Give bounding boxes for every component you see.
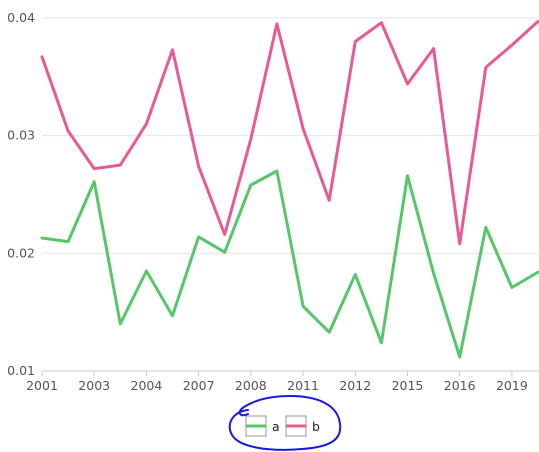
x-tick-label: 2015: [392, 378, 424, 393]
x-tick-label: 2019: [496, 378, 528, 393]
y-tick-label: 0.03: [7, 128, 35, 143]
x-tick-label: 2012: [339, 378, 371, 393]
axes: 0.01 0.02 0.03 0.04 2001 2003 2004 2007 2008 2011…: [7, 10, 538, 393]
x-tick-label: 2004: [131, 378, 163, 393]
x-tick-label: 2001: [26, 378, 58, 393]
y-tick-label: 0.02: [7, 245, 35, 260]
y-tick-label: 0.01: [7, 363, 35, 378]
x-tick-label: 2003: [78, 378, 110, 393]
x-tick-label: 2011: [287, 378, 319, 393]
x-tick-label: 2007: [183, 378, 215, 393]
y-tick-label: 0.04: [7, 10, 35, 25]
x-tick-label: 2008: [235, 378, 267, 393]
series-lines: [40, 20, 539, 359]
legend-label-a: a: [272, 419, 280, 434]
x-tick-label: 2016: [444, 378, 476, 393]
legend-label-b: b: [312, 419, 320, 434]
legend-annotation-scribble: [228, 394, 342, 451]
series-line-a: [40, 169, 539, 359]
series-line-b: [40, 20, 539, 246]
